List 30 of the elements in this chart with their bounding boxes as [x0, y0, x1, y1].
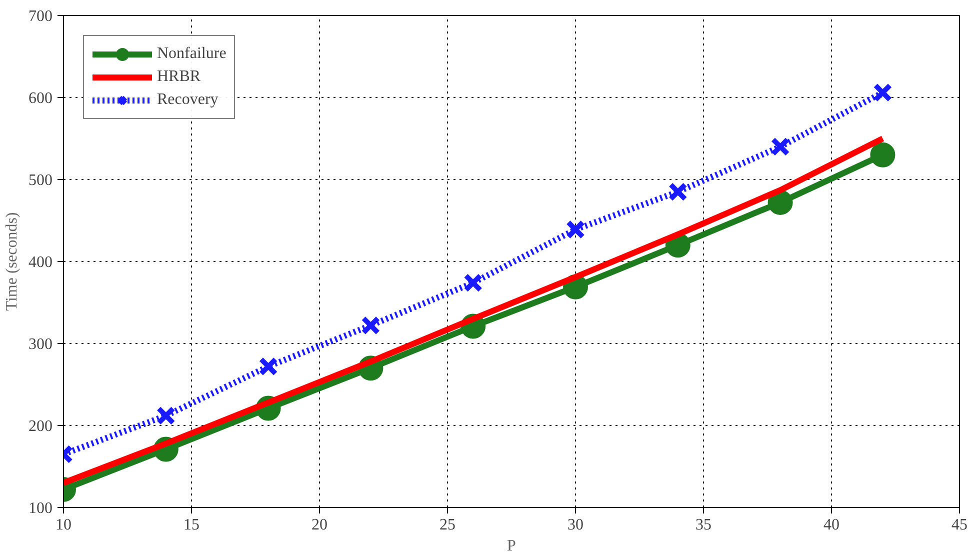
x-tick-label: 40	[824, 516, 840, 534]
point	[668, 182, 688, 202]
x-tick-label: 10	[56, 516, 72, 534]
x-tick-label: 35	[696, 516, 712, 534]
y-tick-label: 600	[28, 90, 52, 107]
point	[361, 316, 380, 336]
y-tick-label: 500	[28, 172, 52, 189]
y-tick-label: 300	[28, 336, 52, 353]
y-axis-title: Time (seconds)	[4, 212, 20, 311]
legend-label: Recovery	[157, 91, 218, 109]
x-tick-label: 30	[568, 516, 584, 534]
point	[873, 83, 892, 102]
point	[770, 137, 790, 156]
point	[156, 406, 176, 426]
point	[464, 273, 483, 292]
point	[870, 142, 896, 168]
y-tick-label: 100	[28, 500, 52, 517]
x-tick-label: 45	[952, 516, 968, 534]
y-tick-label: 200	[28, 418, 52, 435]
x-tick-label: 25	[440, 516, 456, 534]
point	[768, 190, 793, 215]
x-axis-title: P	[507, 538, 516, 554]
legend-label: HRBR	[157, 68, 201, 86]
x-tick-label: 20	[312, 516, 328, 534]
point	[566, 220, 586, 240]
y-tick-label: 700	[28, 8, 52, 25]
y-tick-label: 400	[28, 254, 52, 271]
legend-label: Nonfailure	[157, 45, 226, 63]
x-tick-label: 15	[184, 516, 200, 534]
point	[258, 356, 278, 376]
